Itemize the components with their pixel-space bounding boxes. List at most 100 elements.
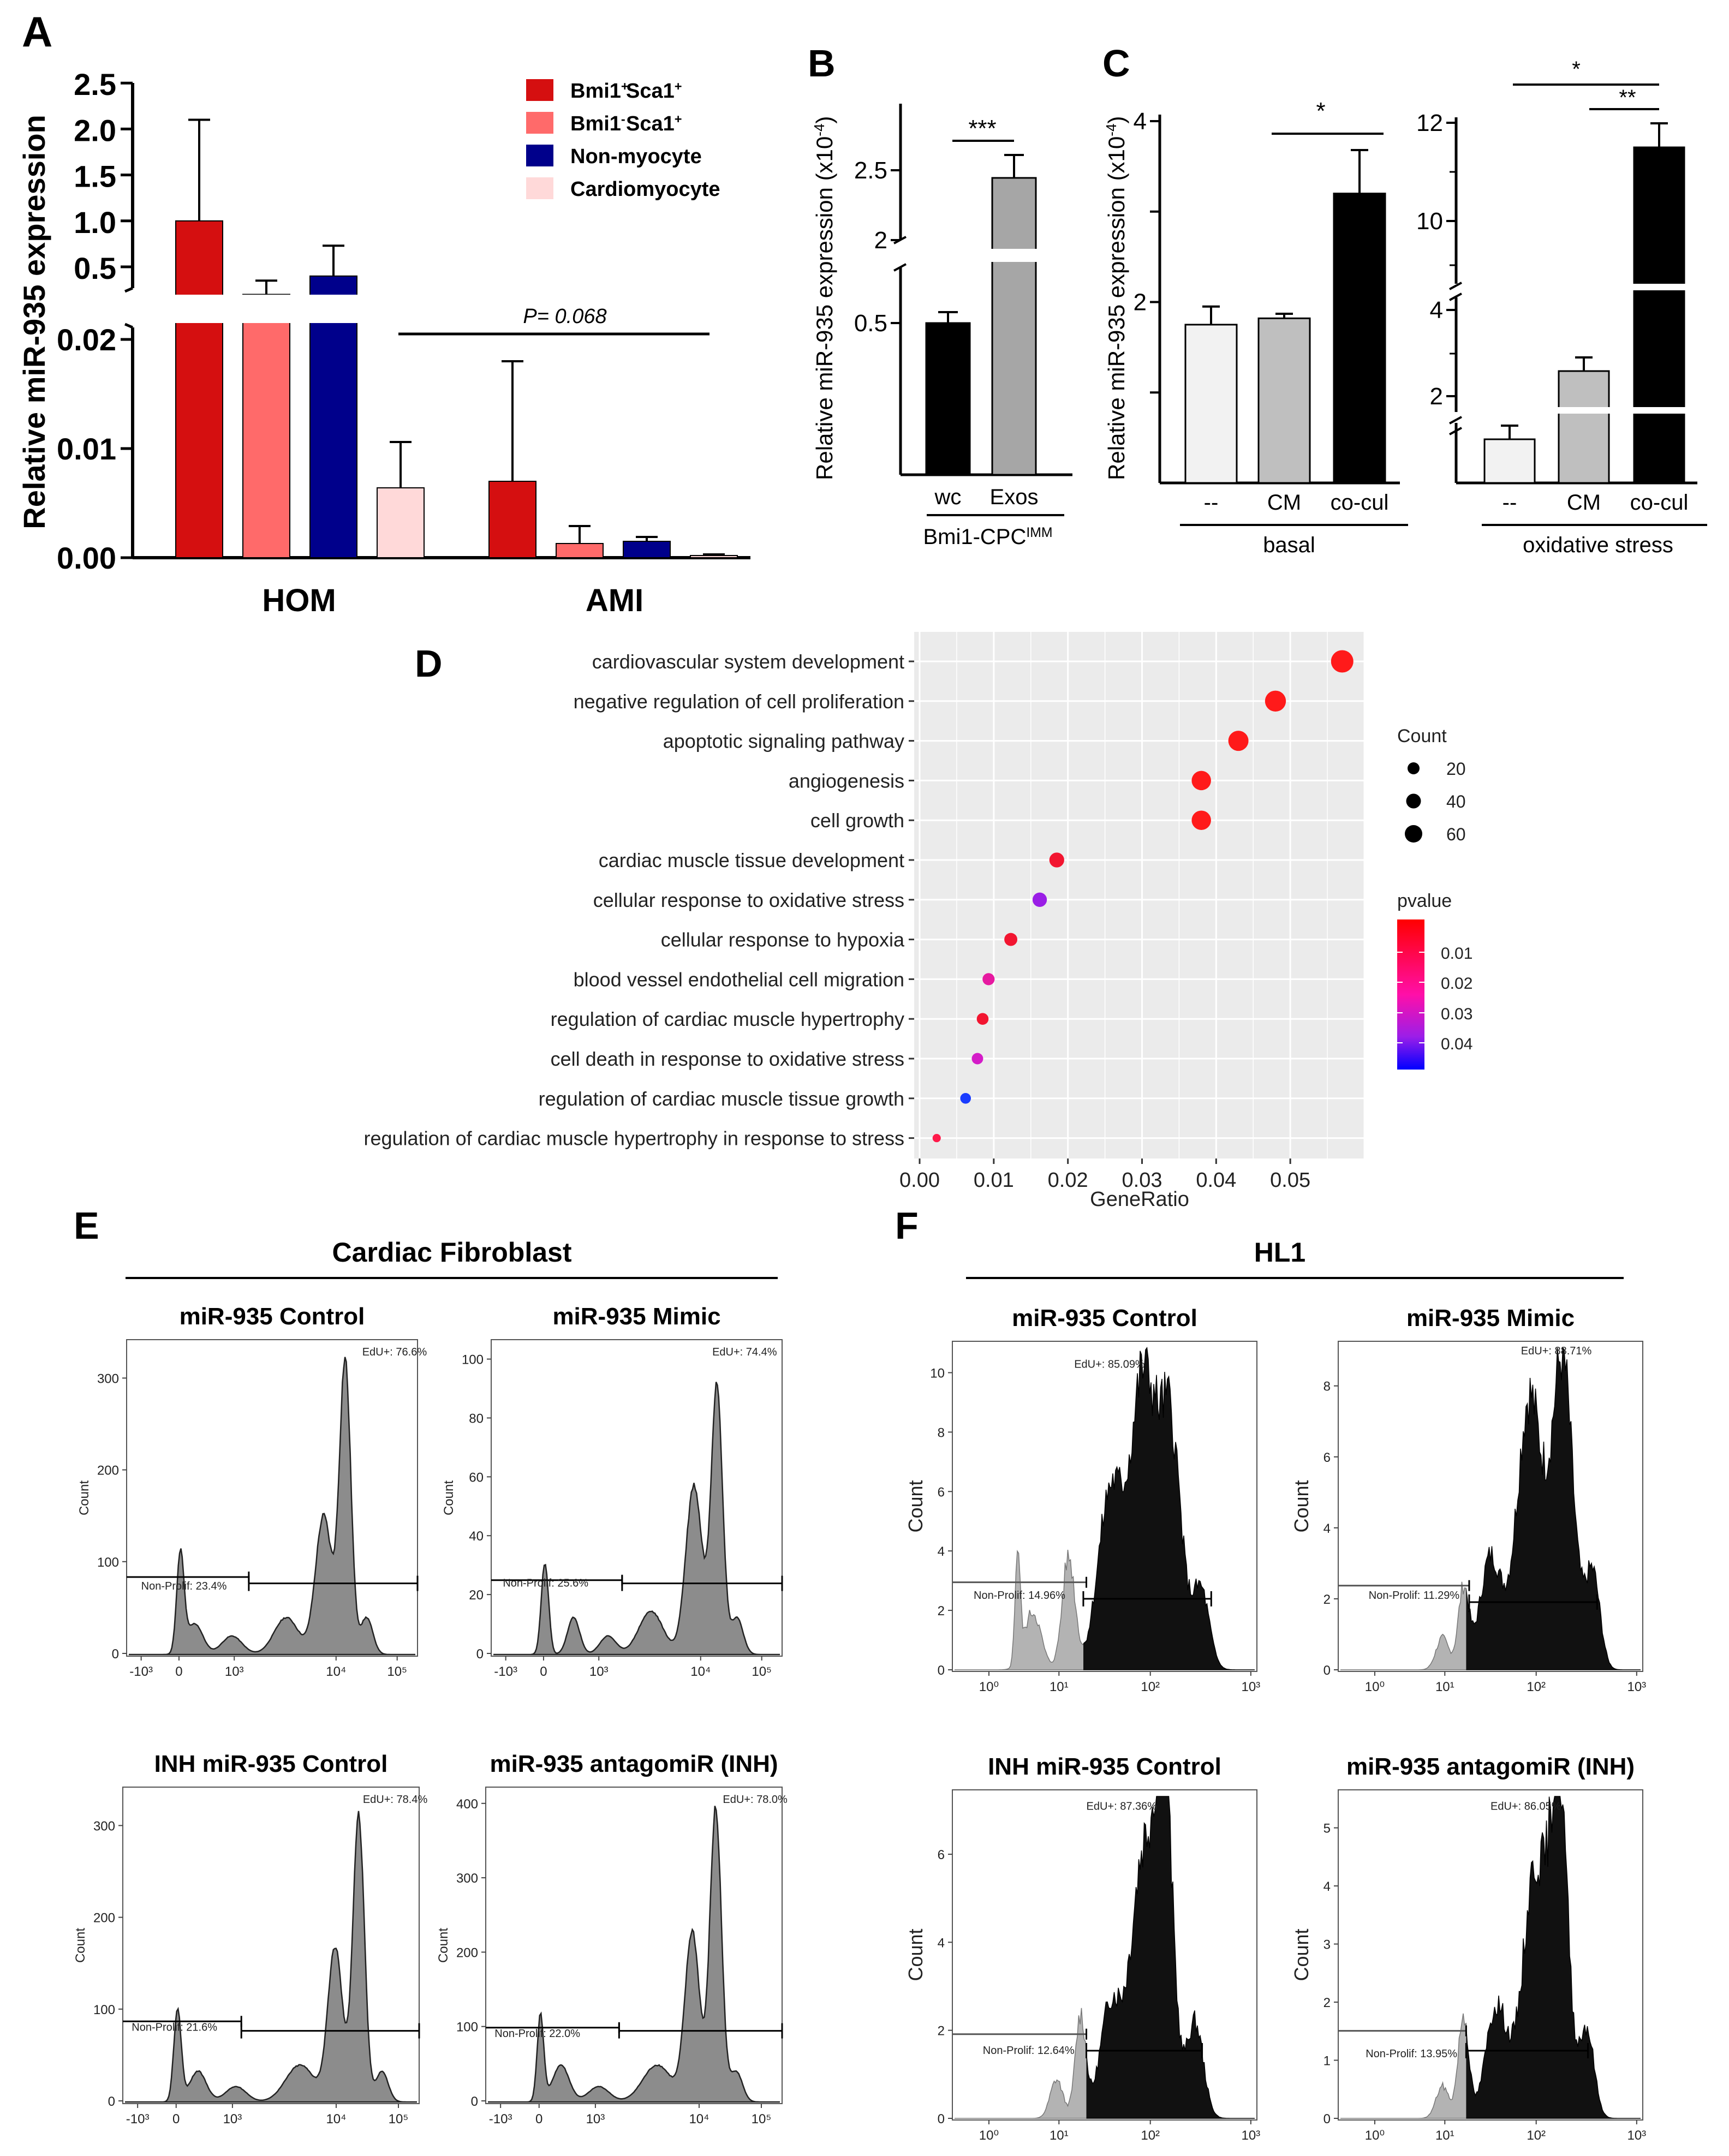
d-plot-bg (914, 632, 1364, 1158)
a-ytick-label-lower: 0.02 (57, 322, 116, 357)
d-point (1331, 650, 1354, 673)
e1-ytick-label: 300 (97, 1371, 119, 1386)
a-ytick-label-upper: 2.0 (74, 113, 116, 147)
e1-xtick-label: 10⁵ (387, 1664, 407, 1679)
c2-significance-1: * (1572, 57, 1581, 81)
e2-ytick-label: 40 (469, 1529, 484, 1544)
e1-frame (126, 1339, 418, 1657)
f1-nonprolif-label: Non-Prolif: 14.96% (974, 1590, 1065, 1602)
a-legend-label-2: Sca1+ (626, 112, 682, 135)
a-legend-swatch (526, 177, 553, 199)
a-legend-label: Bmi1+ (570, 79, 629, 103)
a-category-label: AMI (586, 583, 643, 618)
f3-xtick-label: 10⁰ (979, 2128, 999, 2143)
a-legend-swatch (526, 79, 553, 101)
d-color-legend-label: 0.04 (1441, 1035, 1472, 1053)
f1-xtick-label: 10⁰ (979, 1680, 999, 1694)
c1-ytick-label: 2 (1134, 289, 1147, 316)
e3-y-label: Count (73, 1928, 88, 1963)
c2-bar (1483, 438, 1536, 484)
d-x-label: GeneRatio (1090, 1188, 1189, 1211)
b-significance: *** (968, 115, 996, 142)
a-bar (242, 294, 290, 559)
d-size-legend-label: 40 (1446, 792, 1466, 811)
f1-edu-label: EdU+: 85.09% (1074, 1358, 1145, 1370)
e4-nonprolif-label: Non-Prolif: 22.0% (494, 2028, 580, 2040)
a-ytick-label-upper: 1.5 (74, 159, 116, 194)
f2-ytick-label: 2 (1323, 1592, 1331, 1607)
e3-xtick-label: 10⁴ (326, 2112, 346, 2127)
e2-xtick-label: 10⁴ (690, 1664, 711, 1679)
d-color-legend-label: 0.02 (1441, 975, 1472, 993)
b-y-label-base: Relative miR-935 expression (x10 (812, 136, 837, 480)
e1-title: miR-935 Control (180, 1303, 365, 1330)
e1-ytick-label: 200 (97, 1464, 119, 1478)
f1-xtick-label: 10³ (1241, 1680, 1260, 1694)
f4-ytick-label: 4 (1323, 1879, 1331, 1894)
f2-histogram-edu (1466, 1346, 1641, 1670)
f4-histogram-edu (1466, 1796, 1641, 2119)
a-legend-label-base: Bmi1 (570, 112, 621, 135)
e2-y-label: Count (442, 1480, 456, 1515)
e3-title: INH miR-935 Control (154, 1751, 388, 1777)
a-legend-label-2: Sca1+ (626, 79, 682, 103)
f2-y-label: Count (1290, 1480, 1313, 1532)
c2-ytick-label: 10 (1416, 208, 1443, 235)
e4-ytick-label: 200 (456, 1945, 478, 1960)
f4-histogram-nonprolif (1340, 2013, 1466, 2119)
f2-nonprolif-label: Non-Prolif: 11.29% (1369, 1590, 1460, 1602)
f3-xtick-label: 10¹ (1050, 2128, 1069, 2143)
d-size-legend-title: Count (1397, 726, 1447, 746)
d-xtick-label: 0.03 (1122, 1169, 1162, 1192)
e4-edu-label: EdU+: 78.0% (723, 1794, 788, 1806)
b-bar (991, 177, 1037, 476)
c1-bar (1184, 324, 1238, 484)
c2-category-label: co-cul (1630, 491, 1689, 515)
a-ytick-label-upper: 2.5 (74, 67, 116, 101)
f1-xtick-label: 10¹ (1050, 1680, 1069, 1694)
f3-xtick-label: 10² (1141, 2128, 1160, 2143)
d-point (932, 1134, 941, 1143)
e4-xtick-label: 10³ (586, 2112, 605, 2127)
d-point (976, 1013, 989, 1025)
d-xtick-label: 0.01 (974, 1169, 1014, 1192)
d-term-label: negative regulation of cell proliferatio… (574, 690, 904, 713)
a-bar (690, 555, 738, 558)
a-legend-label-base: Non-myocyte (570, 145, 702, 168)
e2-nonprolif-label: Non-Prolif: 25.6% (503, 1577, 588, 1589)
c1-ytick-label: 4 (1134, 108, 1147, 135)
d-term-label: cell death in response to oxidative stre… (551, 1048, 904, 1070)
f1-ytick-label: 6 (938, 1485, 945, 1500)
e4-ytick-label: 0 (471, 2094, 478, 2109)
f3-ytick-label: 6 (938, 1848, 945, 1862)
a-legend-label-sup: + (621, 79, 629, 93)
b-category-label: Exos (990, 485, 1039, 509)
e1-histogram (129, 1357, 415, 1656)
f2-ytick-label: 0 (1323, 1663, 1331, 1678)
e3-ytick-label: 0 (108, 2094, 115, 2109)
e3-ytick-label: 100 (93, 2003, 115, 2017)
e4-xtick-label: 0 (535, 2112, 542, 2127)
c2-bar (1633, 146, 1685, 484)
d-term-label: regulation of cardiac muscle hypertrophy (551, 1008, 904, 1030)
d-size-legend-dot (1405, 825, 1422, 843)
e1-edu-label: EdU+: 76.6% (362, 1346, 427, 1358)
c1-group-label: basal (1263, 533, 1315, 557)
f4-ytick-label: 5 (1323, 1821, 1331, 1836)
f3-histogram-edu (1086, 1796, 1255, 2119)
e4-xtick-label: 10⁴ (689, 2112, 709, 2127)
d-term-label: cell growth (810, 809, 904, 832)
f1-ytick-label: 8 (938, 1425, 945, 1440)
b-group-label-sup: IMM (1026, 525, 1052, 540)
a-legend-swatch (526, 112, 553, 134)
e1-xtick-label: 10⁴ (326, 1664, 346, 1679)
c2-axis-break-1 (1449, 282, 1462, 290)
d-term-label: blood vessel endothelial cell migration (574, 968, 904, 990)
a-break-band (135, 295, 752, 323)
f2-title: miR-935 Mimic (1406, 1305, 1575, 1331)
a-axis-break-1 (124, 286, 133, 293)
d-size-legend-dot (1406, 793, 1421, 809)
c1-category-label: CM (1267, 491, 1301, 515)
f3-ytick-label: 2 (938, 2024, 945, 2039)
c1-bar (1257, 317, 1311, 484)
